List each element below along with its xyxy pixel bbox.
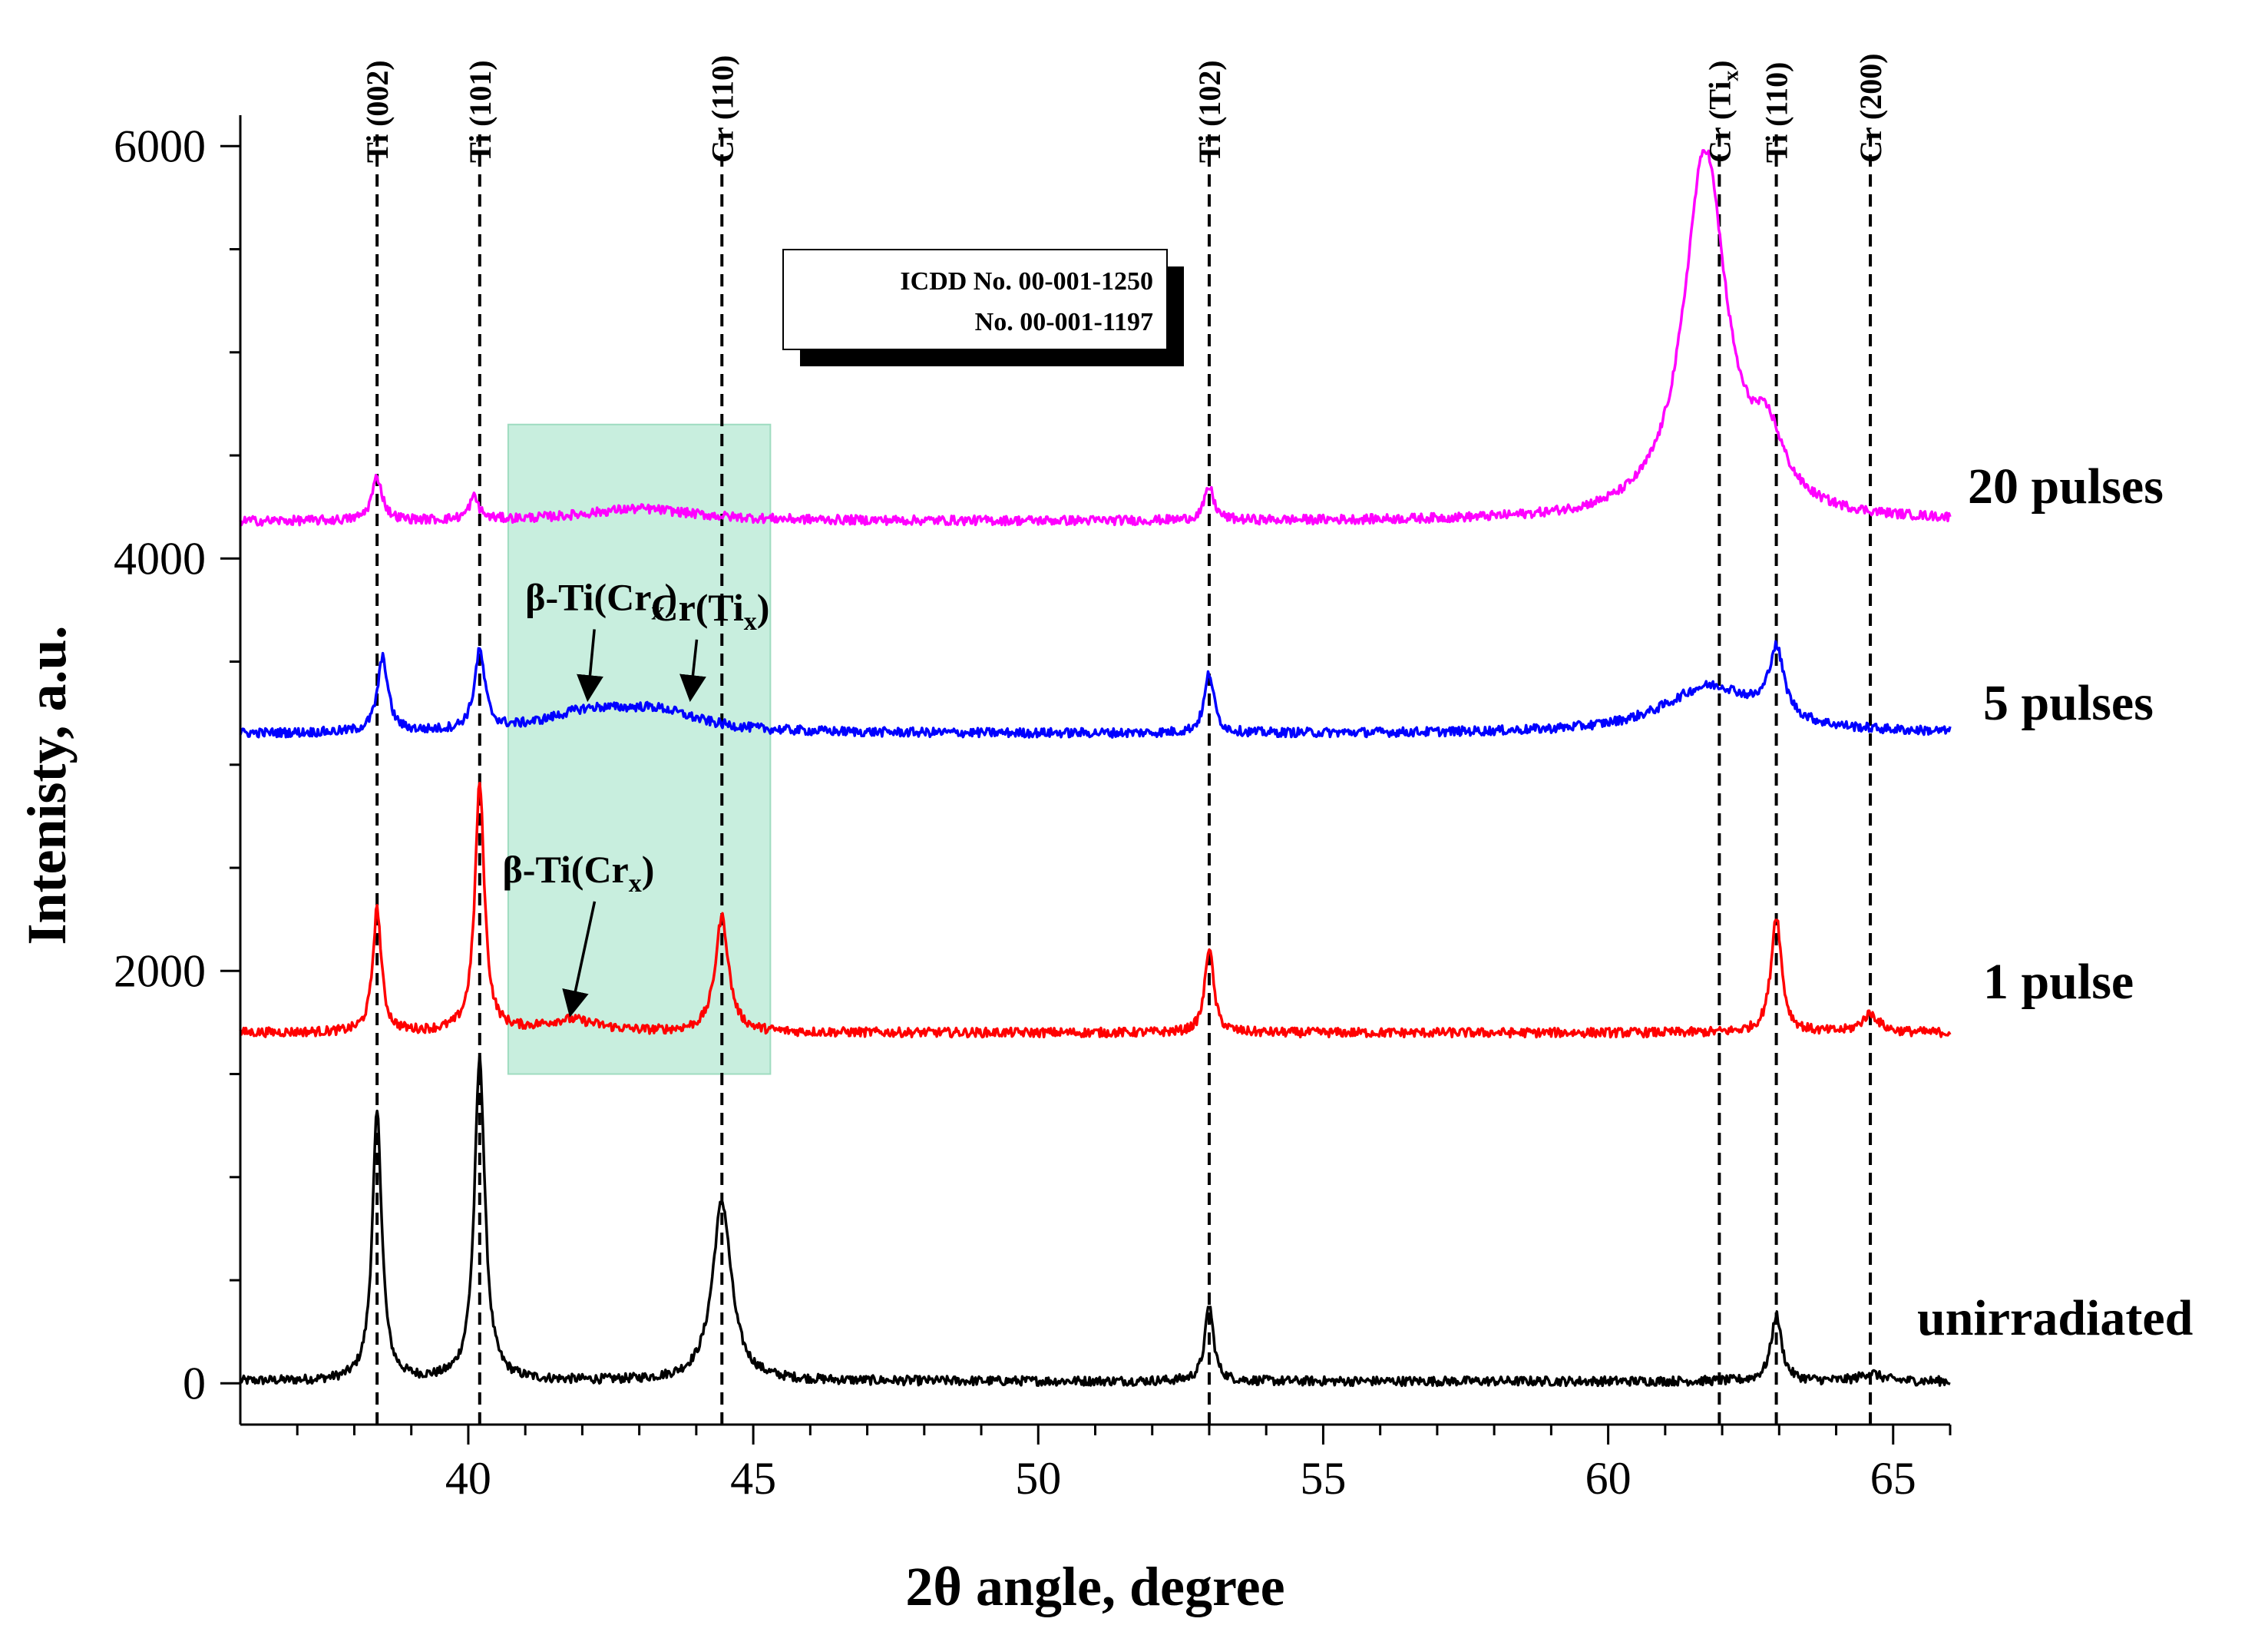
annotation-arrow bbox=[679, 639, 706, 703]
series-label: unirradiated bbox=[1917, 1290, 2193, 1346]
reference-label: Ti (002) bbox=[360, 60, 395, 163]
icdd-line-2: No. 00-001-1197 bbox=[975, 308, 1153, 336]
annotation-arrow bbox=[577, 629, 603, 703]
series-label: 20 pulses bbox=[1968, 458, 2164, 515]
phase-annotation: Cr(Tix) bbox=[650, 586, 769, 636]
icdd-box bbox=[782, 249, 1168, 350]
y-tick-label: 6000 bbox=[114, 121, 206, 171]
annotation-arrow bbox=[562, 901, 597, 1018]
reference-label: Ti (110) bbox=[1760, 61, 1794, 163]
reference-label: Cr (200) bbox=[1853, 53, 1888, 163]
x-tick-label: 55 bbox=[1300, 1453, 1346, 1504]
x-axis-title: 2θ angle, degree bbox=[905, 1556, 1284, 1617]
reference-label: Ti (101) bbox=[463, 60, 498, 163]
y-axis-title: Intenisty, a.u. bbox=[16, 625, 78, 945]
series-line-unirradiated bbox=[239, 1053, 1951, 1388]
highlight-region bbox=[507, 423, 772, 1075]
x-tick-label: 40 bbox=[445, 1453, 491, 1504]
series-label: 5 pulses bbox=[1983, 675, 2154, 731]
series-label: 1 pulse bbox=[1983, 954, 2134, 1010]
x-tick-label: 65 bbox=[1870, 1453, 1916, 1504]
series-line-1-pulse bbox=[239, 781, 1952, 1039]
y-tick-label: 4000 bbox=[114, 533, 206, 584]
icdd-line-1: ICDD No. 00-001-1250 bbox=[900, 267, 1153, 296]
reference-label: Cr (110) bbox=[705, 55, 739, 163]
y-tick-label: 2000 bbox=[114, 945, 206, 996]
series-line-20-pulses bbox=[239, 149, 1952, 527]
reference-label: Cr (Tix) bbox=[1702, 60, 1743, 163]
x-tick-label: 45 bbox=[730, 1453, 776, 1504]
y-tick-label: 0 bbox=[183, 1358, 206, 1408]
x-tick-label: 50 bbox=[1015, 1453, 1061, 1504]
reference-label: Ti (102) bbox=[1192, 60, 1227, 163]
x-tick-label: 60 bbox=[1585, 1453, 1632, 1504]
series-line-5-pulses bbox=[239, 640, 1952, 739]
